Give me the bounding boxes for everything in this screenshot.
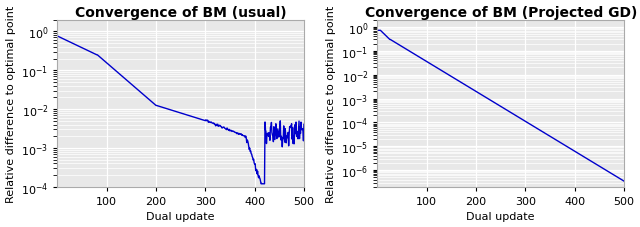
- X-axis label: Dual update: Dual update: [147, 212, 215, 222]
- Y-axis label: Relative difference to optimal point: Relative difference to optimal point: [326, 6, 335, 202]
- Title: Convergence of BM (usual): Convergence of BM (usual): [75, 5, 287, 20]
- Title: Convergence of BM (Projected GD): Convergence of BM (Projected GD): [365, 5, 637, 20]
- Y-axis label: Relative difference to optimal point: Relative difference to optimal point: [6, 6, 15, 202]
- X-axis label: Dual update: Dual update: [467, 212, 535, 222]
